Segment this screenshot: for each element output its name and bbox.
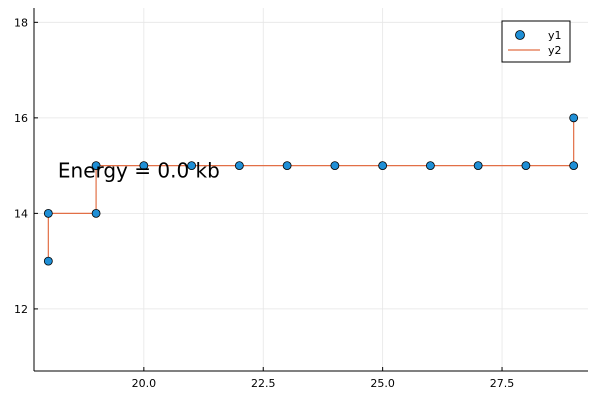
x-tick-label: 20.0 bbox=[132, 377, 157, 390]
axes bbox=[33, 8, 588, 372]
tick-labels: 20.0 22.5 25.0 27.5 12 14 16 18 bbox=[14, 16, 514, 390]
y-tick-label: 14 bbox=[14, 207, 28, 220]
data-point-y1 bbox=[473, 161, 483, 171]
x-tick-label: 25.0 bbox=[370, 377, 395, 390]
data-point-y1 bbox=[425, 161, 435, 171]
data-point-y1 bbox=[521, 161, 531, 171]
y-tick-label: 18 bbox=[14, 16, 28, 29]
series-points bbox=[43, 113, 579, 266]
legend-marker-y1 bbox=[515, 30, 525, 40]
x-tick-label: 22.5 bbox=[251, 377, 276, 390]
data-point-y1 bbox=[43, 256, 53, 266]
data-point-y1 bbox=[91, 161, 101, 171]
data-point-y1 bbox=[330, 161, 340, 171]
data-point-y1 bbox=[139, 161, 149, 171]
y-tick-label: 16 bbox=[14, 112, 28, 125]
legend-label-y2: y2 bbox=[548, 44, 562, 57]
series-lines bbox=[47, 117, 575, 262]
energy-annotation: Energy = 0.0 kb bbox=[58, 158, 220, 182]
data-point-y1 bbox=[569, 113, 579, 123]
data-point-y1 bbox=[282, 161, 292, 171]
legend: y1 y2 bbox=[501, 20, 571, 63]
y-tick-label: 12 bbox=[14, 303, 28, 316]
data-point-y1 bbox=[43, 208, 53, 218]
data-point-y1 bbox=[234, 161, 244, 171]
data-point-y1 bbox=[91, 208, 101, 218]
data-point-y1 bbox=[569, 161, 579, 171]
legend-label-y1: y1 bbox=[548, 29, 562, 42]
x-tick-label: 27.5 bbox=[490, 377, 515, 390]
series-line-y2 bbox=[47, 117, 575, 262]
grid-lines bbox=[34, 8, 588, 371]
data-point-y1 bbox=[378, 161, 388, 171]
data-point-y1 bbox=[187, 161, 197, 171]
legend-box bbox=[501, 20, 571, 63]
